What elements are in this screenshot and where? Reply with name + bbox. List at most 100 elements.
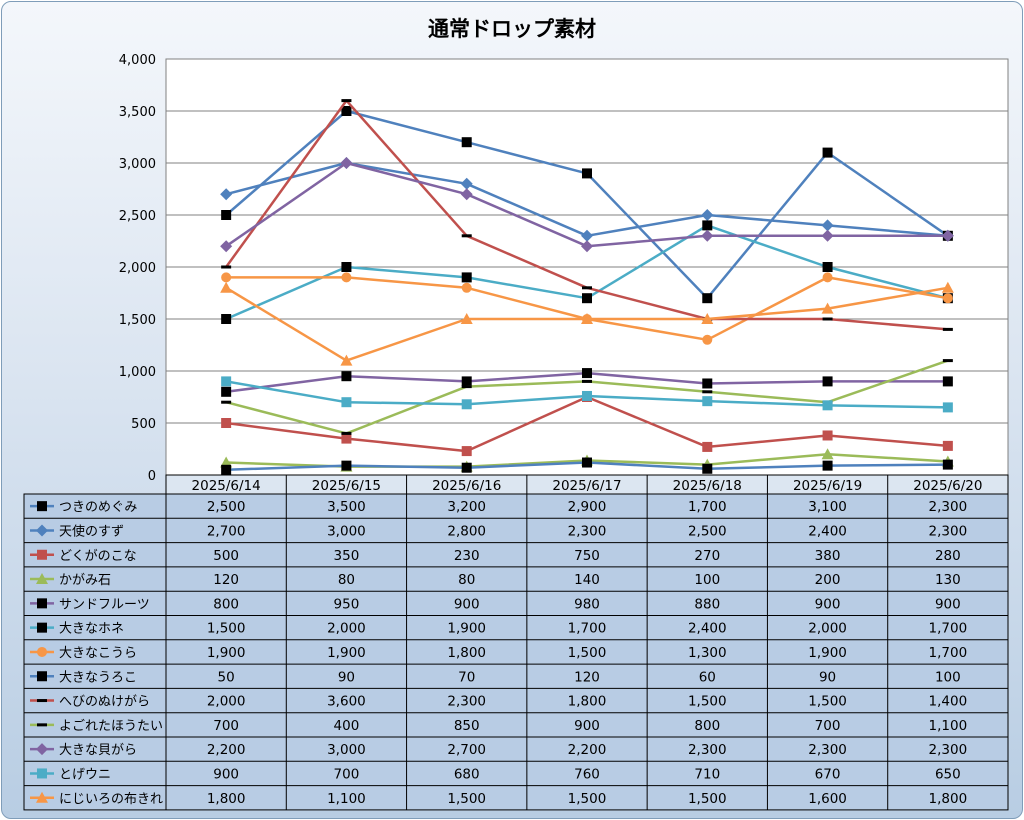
- x-category-label: 2025/6/19: [793, 478, 862, 494]
- table-cell-value: 900: [213, 766, 239, 782]
- data-point: [822, 400, 833, 411]
- table-cell-value: 3,200: [447, 499, 486, 515]
- table-cell-value: 1,700: [929, 645, 968, 661]
- legend-key-marker: [37, 501, 47, 512]
- data-point: [822, 262, 833, 272]
- table-cell-value: 3,600: [327, 694, 366, 710]
- table-cell-value: 1,500: [568, 791, 607, 807]
- table-cell-value: 1,500: [447, 791, 486, 807]
- legend-key-marker: [37, 549, 47, 560]
- table-cell-value: 900: [454, 596, 480, 612]
- data-point: [702, 441, 713, 452]
- table-cell-value: 130: [935, 572, 961, 588]
- table-cell-value: 880: [694, 596, 720, 612]
- data-point: [822, 430, 833, 441]
- table-cell-value: 3,000: [327, 742, 366, 758]
- data-point: [701, 313, 714, 324]
- data-point: [702, 390, 713, 394]
- data-point: [221, 386, 232, 397]
- table-cell-value: 800: [213, 596, 239, 612]
- data-point: [221, 418, 232, 428]
- table-cell-value: 1,800: [568, 694, 607, 710]
- table-cell-value: 1,300: [688, 645, 727, 661]
- table-cell-value: 2,400: [688, 621, 727, 637]
- data-point: [942, 293, 953, 304]
- data-point: [821, 219, 834, 232]
- legend-key-marker: [37, 622, 47, 633]
- data-point: [461, 282, 472, 293]
- table-cell-value: 1,100: [929, 718, 968, 734]
- series-lines: [220, 99, 954, 475]
- data-point: [341, 262, 352, 272]
- table-cell-value: 100: [935, 669, 961, 685]
- table-cell-value: 3,000: [327, 523, 366, 539]
- table-cell-value: 700: [334, 766, 360, 782]
- y-tick-label: 0: [148, 469, 156, 484]
- series-name: へびのぬけがら: [59, 695, 150, 710]
- table-cell-value: 1,700: [688, 499, 727, 515]
- data-point: [341, 371, 352, 382]
- legend-key-marker: [36, 573, 48, 585]
- data-point: [220, 240, 233, 253]
- legend-key-marker: [37, 598, 47, 609]
- series-name: かがみ石: [59, 573, 111, 588]
- series-name: とげウニ: [59, 767, 111, 782]
- data-point: [822, 147, 833, 158]
- data-point: [221, 314, 232, 324]
- table-cell-value: 90: [338, 669, 355, 685]
- table-cell-value: 50: [218, 669, 235, 685]
- table-cell-value: 1,500: [568, 645, 607, 661]
- table-cell-value: 1,800: [447, 645, 486, 661]
- data-point: [582, 293, 592, 304]
- table-cell-value: 900: [815, 596, 841, 612]
- data-point: [942, 402, 953, 413]
- table-cell-value: 90: [819, 669, 836, 685]
- x-category-label: 2025/6/15: [312, 478, 381, 494]
- table-cell-value: 140: [574, 572, 600, 588]
- series-12: [220, 281, 954, 366]
- table-cell-value: 3,500: [327, 499, 366, 515]
- table-cell-value: 900: [574, 718, 600, 734]
- data-point: [221, 272, 232, 283]
- data-point: [702, 293, 713, 304]
- legend-key-marker: [37, 671, 47, 682]
- table-cell-value: 850: [454, 718, 480, 734]
- data-point: [822, 317, 833, 321]
- series-4: [221, 368, 953, 397]
- data-point: [581, 240, 593, 253]
- series-11: [221, 376, 953, 413]
- series-name: にじいろの布きれ: [59, 792, 163, 807]
- data-point: [701, 229, 714, 242]
- legend-key-marker: [36, 524, 48, 537]
- data-point: [341, 106, 352, 116]
- series-name: サンドフルーツ: [59, 597, 150, 612]
- y-axis: 0 500 1,000 1,500 2,000 2,500 3,000 3,500 4,000: [119, 53, 156, 484]
- data-point: [821, 229, 834, 242]
- data-point: [581, 229, 593, 242]
- table-cell-value: 1,800: [929, 791, 968, 807]
- table-cell-value: 2,300: [929, 742, 968, 758]
- x-category-label: 2025/6/14: [192, 478, 261, 494]
- data-point: [341, 431, 352, 435]
- table-cell-value: 1,900: [207, 645, 246, 661]
- table-cell-value: 2,300: [929, 523, 968, 539]
- data-point: [582, 379, 592, 383]
- data-point: [220, 456, 233, 468]
- table-cell-value: 1,700: [568, 621, 607, 637]
- x-category-label: 2025/6/16: [432, 478, 501, 494]
- y-tick-label: 1,000: [119, 365, 156, 380]
- data-point: [461, 234, 472, 238]
- table-cell-value: 700: [815, 718, 841, 734]
- data-point: [460, 177, 473, 190]
- table-cell-value: 120: [574, 669, 600, 685]
- data-point: [582, 457, 592, 468]
- table-cell-value: 710: [694, 766, 720, 782]
- data-point: [341, 397, 352, 408]
- y-tick-label: 500: [131, 417, 156, 432]
- data-point: [461, 137, 472, 148]
- data-point: [461, 446, 472, 457]
- table-cell-value: 350: [334, 548, 360, 564]
- data-point: [461, 272, 472, 283]
- table-cell-value: 2,400: [808, 523, 847, 539]
